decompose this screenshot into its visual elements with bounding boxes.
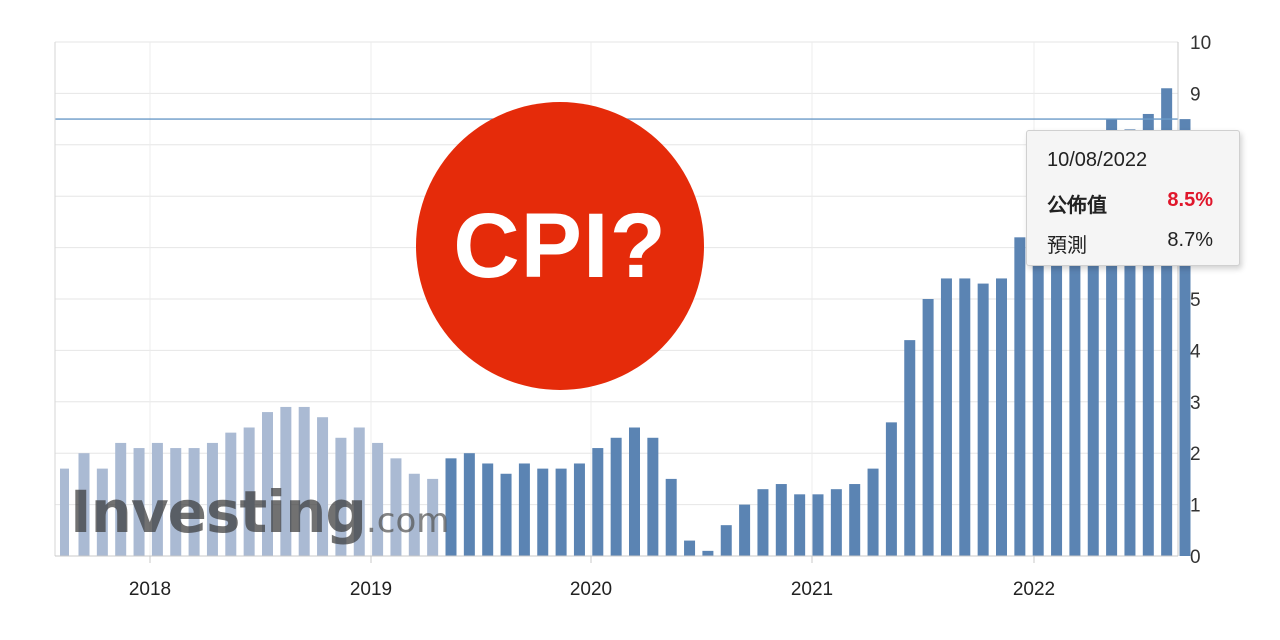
y-tick-label: 9	[1190, 84, 1201, 105]
bar	[1142, 113, 1154, 557]
bar	[1087, 149, 1099, 556]
bar	[408, 473, 420, 556]
bar	[1124, 129, 1136, 556]
bar	[757, 489, 769, 556]
bar	[225, 432, 237, 556]
bar	[463, 453, 475, 556]
bar	[518, 463, 530, 556]
tooltip-forecast-label: 預測	[1047, 235, 1087, 257]
bar	[739, 504, 751, 556]
bar	[280, 406, 292, 556]
bar	[1069, 170, 1081, 556]
tooltip-date: 10/08/2022	[1047, 149, 1148, 171]
y-tick-label: 0	[1190, 547, 1201, 568]
bar	[445, 458, 457, 556]
bar	[151, 442, 163, 556]
bar	[96, 468, 108, 556]
watermark-brand: Investing	[70, 478, 367, 546]
tooltip-actual-row: 公佈值 8.5%	[1047, 189, 1213, 218]
bar	[500, 473, 512, 556]
bar	[775, 484, 787, 556]
bar	[610, 437, 622, 556]
tooltip-actual-label: 公佈值	[1047, 195, 1107, 217]
bar	[647, 437, 659, 556]
bar	[482, 463, 494, 556]
x-tick-label: 2020	[570, 579, 612, 600]
tooltip-forecast-value: 8.7%	[1167, 229, 1213, 251]
bar	[812, 494, 824, 556]
bar	[353, 427, 365, 556]
x-tick-label: 2021	[791, 579, 833, 600]
bar	[317, 417, 329, 556]
bar	[885, 422, 897, 556]
bar	[959, 278, 971, 556]
bar	[1032, 206, 1044, 557]
bar	[298, 406, 310, 556]
bar	[794, 494, 806, 556]
bar	[335, 437, 347, 556]
bar	[830, 489, 842, 556]
bar	[702, 550, 714, 556]
y-tick-label: 2	[1190, 444, 1201, 465]
bar	[849, 484, 861, 556]
bar	[592, 448, 604, 556]
y-tick-label: 10	[1190, 33, 1211, 54]
bar	[188, 448, 200, 556]
chart-axes: 01234567891020182019202020212022	[54, 33, 1211, 600]
bar	[922, 299, 934, 556]
tooltip-forecast-row: 預測 8.7%	[1047, 229, 1213, 258]
x-tick-label: 2022	[1013, 579, 1055, 600]
tooltip-actual-value: 8.5%	[1167, 189, 1213, 211]
bar	[867, 468, 879, 556]
bar	[1051, 196, 1063, 556]
bar	[60, 468, 69, 556]
y-tick-label: 4	[1190, 341, 1201, 362]
bar	[390, 458, 402, 556]
x-tick-label: 2019	[350, 579, 392, 600]
chart-bars	[60, 88, 1191, 557]
bar	[720, 525, 732, 556]
bar	[170, 448, 182, 556]
bar	[1161, 88, 1173, 556]
watermark-suffix: .com	[365, 501, 450, 541]
bar	[977, 283, 989, 556]
bar	[684, 540, 696, 556]
cpi-badge-text: CPI?	[453, 194, 667, 297]
bar	[1106, 119, 1118, 556]
bar	[555, 468, 567, 556]
y-tick-label: 1	[1190, 496, 1201, 517]
bar	[1014, 237, 1026, 556]
bar	[537, 468, 549, 556]
chart-tooltip: 10/08/2022 公佈值 8.5% 預測 8.7%	[1026, 130, 1240, 266]
bar	[427, 478, 439, 556]
bar	[665, 478, 677, 556]
bar	[115, 442, 127, 556]
bar	[372, 442, 384, 556]
bar	[573, 463, 585, 556]
bar	[243, 427, 255, 556]
bar	[629, 427, 640, 556]
y-tick-label: 3	[1190, 393, 1201, 414]
bar	[904, 340, 916, 556]
bar	[996, 278, 1007, 556]
bar	[940, 278, 952, 556]
bar	[1179, 119, 1191, 556]
cpi-badge: CPI?	[416, 102, 704, 390]
bar	[78, 453, 90, 556]
y-tick-label: 5	[1190, 290, 1201, 311]
bar	[262, 412, 273, 556]
bar	[133, 448, 145, 556]
investing-watermark: Investing.com	[70, 478, 449, 546]
bar	[206, 442, 218, 556]
x-tick-label: 2018	[129, 579, 171, 600]
